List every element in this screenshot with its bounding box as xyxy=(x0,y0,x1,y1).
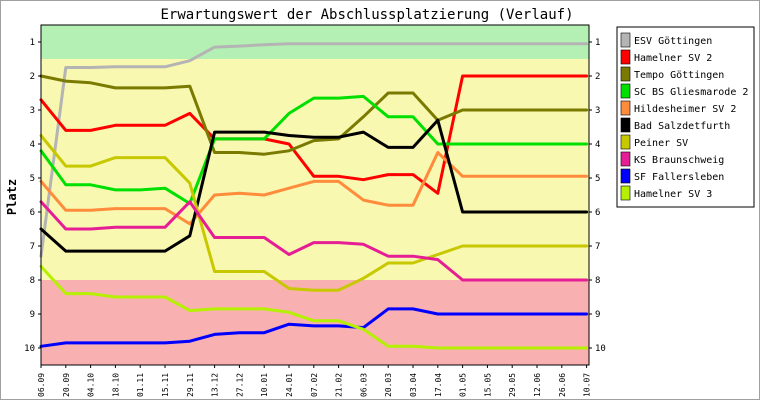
legend-swatch xyxy=(620,134,631,150)
legend-label: KS Braunschweig xyxy=(634,155,724,166)
legend-label: Peiner SV xyxy=(634,138,688,149)
legend-swatch xyxy=(620,32,631,48)
legend-label: Hamelner SV 2 xyxy=(634,53,712,64)
legend-label: SC BS Gliesmarode 2 xyxy=(634,87,748,98)
y-axis-right: 1 2 3 4 5 6 7 8 9 10 xyxy=(589,38,606,354)
legend-swatch xyxy=(620,185,631,201)
legend-label: Tempo Göttingen xyxy=(634,70,724,81)
series-line-1 xyxy=(39,42,589,258)
y-tick-label-left: 7 xyxy=(30,242,35,252)
x-tick-label: 15.11 xyxy=(161,373,170,397)
legend-swatch xyxy=(620,49,631,65)
y-tick-label-left: 4 xyxy=(30,140,35,150)
zone-promotion xyxy=(41,25,589,59)
legend-swatch xyxy=(620,83,631,99)
y-tick-label-left: 5 xyxy=(30,174,35,184)
x-tick-label: 17.04 xyxy=(434,373,443,397)
x-tick-label: 18.10 xyxy=(111,373,120,397)
legend-label: Hamelner SV 3 xyxy=(634,189,712,200)
y-tick-label-left: 3 xyxy=(30,106,35,116)
legend-swatch xyxy=(620,66,631,82)
x-tick-label: 21.02 xyxy=(335,373,344,397)
y-tick-label-right: 2 xyxy=(595,72,600,82)
y-tick-label-left: 9 xyxy=(30,310,35,320)
y-axis-left: 1 2 3 4 5 6 7 8 9 10 xyxy=(24,38,41,354)
x-tick-label: 04.10 xyxy=(87,373,96,397)
y-tick-label-right: 8 xyxy=(595,276,600,286)
legend-swatch xyxy=(620,168,631,184)
zone-relegation xyxy=(41,280,589,365)
x-tick-label: 27.12 xyxy=(235,373,244,397)
legend-box xyxy=(616,26,755,208)
x-tick-label: 26.06 xyxy=(558,373,567,397)
x-tick-label: 29.11 xyxy=(186,373,195,397)
series-line-5 xyxy=(39,151,589,226)
y-tick-label-left: 2 xyxy=(30,72,35,82)
series-line-2 xyxy=(39,74,589,195)
x-tick-label: 20.03 xyxy=(384,373,393,397)
y-tick-label-right: 10 xyxy=(595,344,606,354)
x-tick-label: 01.11 xyxy=(136,373,145,397)
y-tick-label-left: 8 xyxy=(30,276,35,286)
series-line-10 xyxy=(39,264,589,350)
x-tick-label: 12.06 xyxy=(533,373,542,397)
series-line-9 xyxy=(39,307,589,348)
legend-swatch xyxy=(620,151,631,167)
y-tick-label-right: 6 xyxy=(595,208,600,218)
y-tick-label-right: 4 xyxy=(595,140,600,150)
x-tick-label: 03.04 xyxy=(409,373,418,397)
x-tick-label: 24.01 xyxy=(285,373,294,397)
legend-swatch xyxy=(620,117,631,133)
x-tick-label: 10.07 xyxy=(583,373,592,397)
x-tick-label: 15.05 xyxy=(483,373,492,397)
x-tick-label: 01.05 xyxy=(459,373,468,397)
x-tick-label: 20.09 xyxy=(62,373,71,397)
x-tick-label: 29.05 xyxy=(508,373,517,397)
y-axis-label: Platz xyxy=(5,179,19,215)
legend-label: SF Fallersleben xyxy=(634,172,724,183)
y-tick-label-right: 9 xyxy=(595,310,600,320)
x-tick-label: 10.01 xyxy=(260,373,269,397)
series-line-7 xyxy=(39,134,589,292)
x-tick-label: 06.03 xyxy=(359,373,368,397)
chart-title: Erwartungswert der Abschlussplatzierung … xyxy=(160,7,573,23)
x-axis: 06.09 20.09 04.10 18.10 01.11 15.11 29.11 13.12… xyxy=(37,365,592,397)
series-line-4 xyxy=(39,94,589,205)
y-tick-label-left: 1 xyxy=(30,38,35,48)
series-line-8 xyxy=(39,200,589,282)
legend-swatch xyxy=(620,100,631,116)
legend-label: Hildesheimer SV 2 xyxy=(634,104,736,115)
legend-label: ESV Göttingen xyxy=(634,36,712,47)
y-tick-label-left: 6 xyxy=(30,208,35,218)
series-line-6 xyxy=(39,118,589,253)
plot-border xyxy=(40,24,590,366)
y-tick-label-right: 5 xyxy=(595,174,600,184)
x-tick-label: 13.12 xyxy=(211,373,220,397)
legend-label: Bad Salzdetfurth xyxy=(634,121,730,132)
series-lines xyxy=(39,42,589,350)
series-line-3 xyxy=(39,74,589,156)
legend: ESV Göttingen Hamelner SV 2 Tempo Göttinge… xyxy=(616,26,755,208)
y-tick-label-right: 7 xyxy=(595,242,600,252)
x-tick-label: 06.09 xyxy=(37,373,46,397)
y-tick-label-right: 3 xyxy=(595,106,600,116)
x-tick-label: 07.02 xyxy=(310,373,319,397)
y-tick-label-right: 1 xyxy=(595,38,600,48)
y-tick-label-left: 10 xyxy=(24,344,35,354)
